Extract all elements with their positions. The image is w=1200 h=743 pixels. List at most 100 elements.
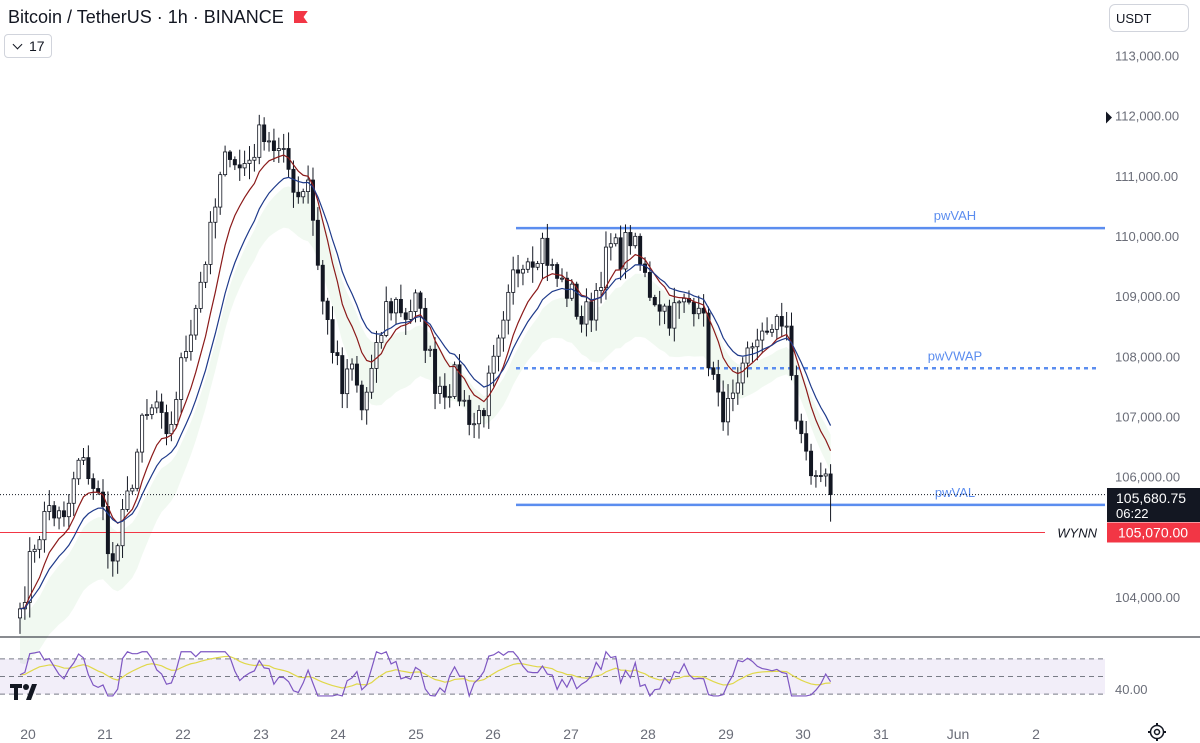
candle-body xyxy=(442,385,447,398)
currency-label: USDT xyxy=(1116,10,1152,26)
candle xyxy=(125,476,130,512)
candle xyxy=(516,254,521,288)
candle xyxy=(281,133,286,163)
price-tick-label: 113,000.00 xyxy=(1115,49,1179,64)
candle xyxy=(696,295,701,320)
candle-body xyxy=(227,151,232,160)
flag-icon[interactable] xyxy=(293,11,308,23)
candle xyxy=(457,354,462,407)
price-tick-label: 110,000.00 xyxy=(1115,229,1179,244)
candle xyxy=(545,223,550,282)
candle xyxy=(159,393,164,429)
candle xyxy=(765,317,770,335)
candle-body xyxy=(350,363,355,370)
gear-icon[interactable] xyxy=(1147,722,1167,742)
candle xyxy=(828,464,833,522)
candle xyxy=(71,471,76,516)
candle xyxy=(540,232,545,279)
candle-body xyxy=(433,348,438,394)
candle-body xyxy=(335,352,340,356)
candle-body xyxy=(452,364,457,397)
candle-body xyxy=(779,316,784,327)
candle xyxy=(472,412,477,439)
candle-body xyxy=(638,235,643,265)
candle-body xyxy=(81,457,86,461)
candle-body xyxy=(61,510,66,518)
candle xyxy=(237,149,242,181)
indicators-toggle[interactable]: 17 xyxy=(4,34,52,58)
candle xyxy=(364,387,369,425)
candle xyxy=(76,458,81,485)
candle-body xyxy=(369,367,374,393)
candle xyxy=(804,421,809,461)
candle-body xyxy=(520,268,525,274)
candle-body xyxy=(223,151,228,176)
candle-body xyxy=(457,364,462,402)
candle xyxy=(154,390,159,414)
candle xyxy=(86,445,91,485)
candle-body xyxy=(560,277,565,280)
candle-body xyxy=(291,168,296,193)
candle-body xyxy=(682,298,687,303)
candle xyxy=(608,233,613,261)
candle-body xyxy=(740,362,745,384)
candle xyxy=(520,264,525,286)
candle-body xyxy=(721,391,726,423)
symbol-header[interactable]: Bitcoin / TetherUS · 1h · BINANCE xyxy=(8,6,308,28)
candle-body xyxy=(130,487,135,492)
candle xyxy=(652,294,657,307)
candle xyxy=(164,404,169,446)
candle xyxy=(169,411,174,442)
candle xyxy=(730,379,735,412)
candle-body xyxy=(159,401,164,413)
candle xyxy=(149,404,154,420)
candle-body xyxy=(257,124,262,158)
candle xyxy=(511,256,516,305)
candle xyxy=(174,391,179,428)
candle xyxy=(579,305,584,333)
candle-body xyxy=(750,346,755,349)
candle xyxy=(47,490,52,521)
time-tick-label: 30 xyxy=(795,726,811,742)
candle-body xyxy=(52,505,57,519)
candle xyxy=(393,297,398,325)
candle-body xyxy=(144,414,149,416)
rsi-pane: 40.00 xyxy=(0,650,1148,698)
candle xyxy=(633,232,638,249)
candle xyxy=(750,342,755,362)
volume-band xyxy=(20,186,831,665)
candle-body xyxy=(37,539,42,550)
candle-body xyxy=(71,478,76,504)
last-price-tag-bg xyxy=(1107,488,1200,522)
chevron-down-icon xyxy=(12,39,23,49)
time-tick-label: 22 xyxy=(175,726,191,742)
candle-body xyxy=(618,237,623,270)
candle-body xyxy=(755,339,760,348)
candle-body xyxy=(213,206,218,223)
candle-body xyxy=(804,433,809,452)
candle xyxy=(403,307,408,335)
candle xyxy=(203,261,208,289)
time-tick-label: 2 xyxy=(1032,726,1040,742)
candle-body xyxy=(735,382,740,394)
candle xyxy=(179,352,184,413)
candle-body xyxy=(589,301,594,321)
candle-body xyxy=(491,355,496,374)
candle xyxy=(198,271,203,313)
candle xyxy=(442,373,447,410)
level-label: pwVWAP xyxy=(928,348,982,363)
candle-body xyxy=(242,163,247,169)
candle xyxy=(208,211,213,275)
candle xyxy=(716,359,721,407)
candle-body xyxy=(496,337,501,357)
candle xyxy=(320,260,325,315)
candle xyxy=(657,290,662,326)
candle-body xyxy=(345,368,350,395)
candle-body xyxy=(794,375,799,422)
time-tick-label: 31 xyxy=(873,726,889,742)
candle-body xyxy=(281,148,286,150)
currency-button[interactable]: USDT xyxy=(1109,4,1189,32)
time-tick-label: 25 xyxy=(408,726,424,742)
